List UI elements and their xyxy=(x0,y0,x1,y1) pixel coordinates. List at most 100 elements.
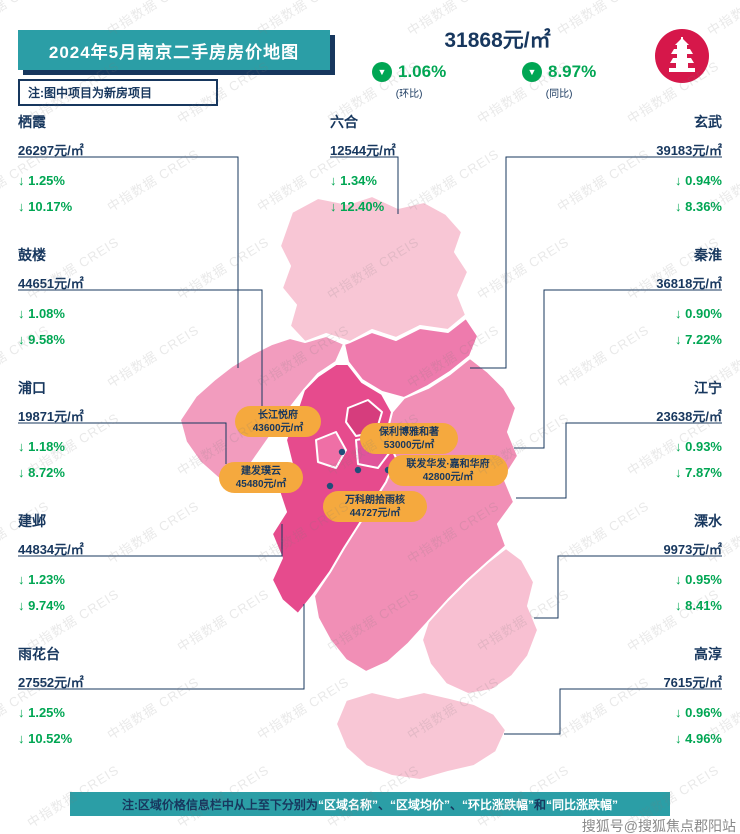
district-price: 44651元/㎡ xyxy=(18,276,84,291)
yoy-label: (同比) xyxy=(545,89,573,100)
footer-text: 注:区域价格信息栏中从上至下分别为 xyxy=(121,797,318,812)
district-price: 19871元/㎡ xyxy=(18,409,84,424)
district-price: 23638元/㎡ xyxy=(656,409,722,424)
footer-term: “区域均价” xyxy=(389,797,450,812)
connector-line-lishui xyxy=(534,555,722,619)
district-price: 7615元/㎡ xyxy=(663,675,722,690)
district-mom: ↓ 1.25% xyxy=(18,705,65,720)
district-name: 六合 xyxy=(330,114,358,130)
project-name: 万科朗拾雨核 xyxy=(345,495,405,506)
yoy-value: 8.97% xyxy=(548,62,597,81)
map-region-gaochun xyxy=(335,691,507,781)
footer-term: “区域名称” xyxy=(317,797,378,812)
sohu-watermark: 搜狐号@搜狐焦点郡阳站 xyxy=(581,818,736,834)
project-label-baoliboyahezhu: 保利博雅和著 53000元/㎡ xyxy=(360,423,458,454)
district-block-lishui: 溧水 9973元/㎡ ↓ 0.95% ↓ 8.41% xyxy=(572,511,722,624)
district-yoy: ↓ 12.40% xyxy=(330,199,385,214)
district-yoy: ↓ 7.22% xyxy=(675,332,722,347)
connector-line-xuanwu xyxy=(470,156,722,369)
map-region-lishui xyxy=(421,547,539,695)
footer-separator: 、 xyxy=(449,797,462,812)
district-yoy: ↓ 10.17% xyxy=(18,199,73,214)
connector-line-qixia xyxy=(18,156,239,368)
down-arrow-icon: ▼ xyxy=(522,62,542,82)
project-price: 42800元/㎡ xyxy=(422,472,474,483)
connector-line-qinhuai xyxy=(514,289,722,449)
district-block-yuhuatai: 雨花台 27552元/㎡ ↓ 1.25% ↓ 10.52% xyxy=(18,644,168,757)
connector-line-liuhe xyxy=(330,156,399,214)
district-price: 36818元/㎡ xyxy=(656,276,722,291)
district-mom: ↓ 0.90% xyxy=(675,306,722,321)
district-block-qinhuai: 秦淮 36818元/㎡ ↓ 0.90% ↓ 7.22% xyxy=(572,245,722,358)
map-subregion-jianye xyxy=(315,431,347,469)
project-marker-dot xyxy=(338,448,346,456)
district-mom: ↓ 0.96% xyxy=(675,705,722,720)
footer-term: “同比涨跌幅” xyxy=(546,797,619,812)
footer-term: “环比涨跌幅” xyxy=(462,797,535,812)
project-label-wankelangshi: 万科朗拾雨核 44727元/㎡ xyxy=(323,491,427,522)
district-block-jianye: 建邺 44834元/㎡ ↓ 1.23% ↓ 9.74% xyxy=(18,511,168,624)
project-label-jianfapuyun: 建发璞云 45480元/㎡ xyxy=(219,462,303,493)
connector-line-yuhuatai xyxy=(18,604,305,690)
district-name: 建邺 xyxy=(18,513,46,529)
district-yoy: ↓ 7.87% xyxy=(675,465,722,480)
footer-separator: 和 xyxy=(534,797,547,812)
project-price: 45480元/㎡ xyxy=(235,479,287,490)
project-name: 长江悦府 xyxy=(258,410,298,421)
district-price: 44834元/㎡ xyxy=(18,542,84,557)
map-region-qixia xyxy=(343,317,479,399)
district-block-gaochun: 高淳 7615元/㎡ ↓ 0.96% ↓ 4.96% xyxy=(572,644,722,757)
project-name: 建发璞云 xyxy=(241,466,281,477)
district-price: 12544元/㎡ xyxy=(330,143,396,158)
district-price: 9973元/㎡ xyxy=(663,542,722,557)
connector-line-jianye xyxy=(18,524,283,557)
district-mom: ↓ 1.25% xyxy=(18,173,65,188)
district-mom: ↓ 1.23% xyxy=(18,572,65,587)
district-name: 溧水 xyxy=(694,513,722,529)
district-name: 浦口 xyxy=(18,380,46,396)
connector-line-gaochun xyxy=(504,688,722,735)
district-block-xuanwu: 玄武 39183元/㎡ ↓ 0.94% ↓ 8.36% xyxy=(572,112,722,225)
district-mom: ↓ 1.08% xyxy=(18,306,65,321)
project-label-lianfahuafa: 联发华发·嘉和华府 42800元/㎡ xyxy=(388,455,508,486)
mom-indicator: ▼ 1.06% (环比) xyxy=(372,62,446,100)
project-name: 保利博雅和著 xyxy=(379,427,439,438)
district-mom: ↓ 1.34% xyxy=(330,173,377,188)
district-name: 玄武 xyxy=(694,114,722,130)
district-block-qixia: 栖霞 26297元/㎡ ↓ 1.25% ↓ 10.17% xyxy=(18,112,168,225)
district-name: 秦淮 xyxy=(694,247,722,263)
city-average-price: 31868元/㎡ xyxy=(444,29,551,52)
header-note: 注:图中项目为新房项目 xyxy=(18,79,218,106)
district-yoy: ↓ 9.58% xyxy=(18,332,65,347)
district-yoy: ↓ 10.52% xyxy=(18,731,73,746)
project-price: 44727元/㎡ xyxy=(349,508,401,519)
connector-line-jiangning xyxy=(516,422,722,499)
page-title: 2024年5月南京二手房房价地图 xyxy=(18,30,330,70)
project-marker-dot xyxy=(326,482,334,490)
district-yoy: ↓ 4.96% xyxy=(675,731,722,746)
footer-note: 注:区域价格信息栏中从上至下分别为 “区域名称” 、 “区域均价” 、 “环比涨… xyxy=(70,792,670,816)
district-mom: ↓ 0.95% xyxy=(675,572,722,587)
project-label-changjiangyuefu: 长江悦府 43600元/㎡ xyxy=(235,406,321,437)
creis-pagoda-logo xyxy=(654,28,710,84)
district-price: 27552元/㎡ xyxy=(18,675,84,690)
yoy-indicator: ▼ 8.97% (同比) xyxy=(522,62,596,100)
project-name: 联发华发·嘉和华府 xyxy=(406,459,490,470)
district-mom: ↓ 1.18% xyxy=(18,439,65,454)
district-yoy: ↓ 8.36% xyxy=(675,199,722,214)
district-yoy: ↓ 8.72% xyxy=(18,465,65,480)
project-price: 43600元/㎡ xyxy=(252,423,304,434)
connector-line-pukou xyxy=(18,422,227,464)
district-name: 鼓楼 xyxy=(18,247,46,263)
district-block-jiangning: 江宁 23638元/㎡ ↓ 0.93% ↓ 7.87% xyxy=(572,378,722,491)
footer-separator: 、 xyxy=(377,797,390,812)
district-yoy: ↓ 9.74% xyxy=(18,598,65,613)
mom-value: 1.06% xyxy=(398,62,447,81)
district-block-pukou: 浦口 19871元/㎡ ↓ 1.18% ↓ 8.72% xyxy=(18,378,168,491)
district-name: 高淳 xyxy=(694,646,722,662)
district-mom: ↓ 0.93% xyxy=(675,439,722,454)
down-arrow-glyph: ▼ xyxy=(377,66,387,77)
project-marker-dot xyxy=(354,466,362,474)
district-yoy: ↓ 8.41% xyxy=(675,598,722,613)
